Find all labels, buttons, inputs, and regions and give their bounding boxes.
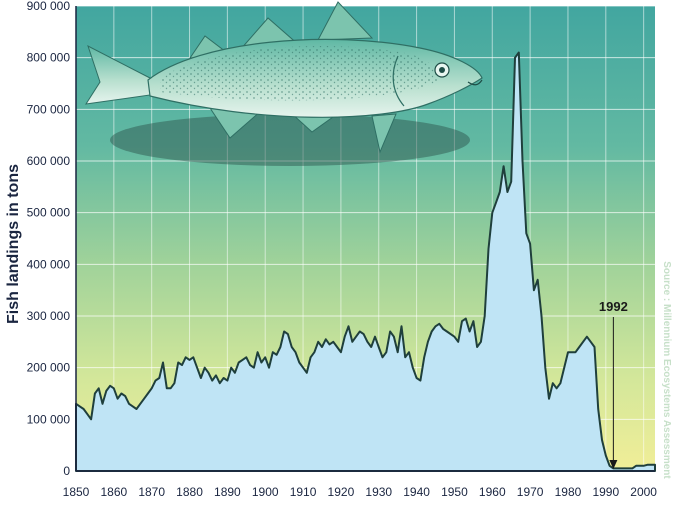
cod-fish-illustration xyxy=(84,1,483,166)
y-tick-label-4: 400 000 xyxy=(27,257,71,271)
x-tick-label-7: 1920 xyxy=(328,485,355,499)
y-tick-label-3: 300 000 xyxy=(27,309,71,323)
y-tick-label-7: 700 000 xyxy=(27,102,71,116)
x-tick-label-13: 1980 xyxy=(555,485,582,499)
x-tick-label-11: 1960 xyxy=(479,485,506,499)
y-tick-label-9: 900 000 xyxy=(27,0,71,13)
y-tick-label-1: 100 000 xyxy=(27,412,71,426)
y-axis-label: Fish landings in tons xyxy=(5,164,22,324)
x-tick-label-4: 1890 xyxy=(214,485,241,499)
y-tick-label-6: 600 000 xyxy=(27,154,71,168)
fish-gill xyxy=(392,55,405,107)
x-tick-label-12: 1970 xyxy=(517,485,544,499)
y-tick-label-0: 0 xyxy=(63,464,70,478)
x-tick-label-5: 1900 xyxy=(252,485,279,499)
fish-shadow xyxy=(110,114,470,166)
x-tick-label-6: 1910 xyxy=(290,485,317,499)
y-tick-labels: 0 100 000 200 000 300 000 400 000 500 000 600 … xyxy=(27,0,71,478)
x-tick-label-0: 1850 xyxy=(63,485,90,499)
x-tick-label-1: 1860 xyxy=(100,485,127,499)
y-tick-label-8: 800 000 xyxy=(27,51,71,65)
x-tick-labels: 1850 1860 1870 1880 1890 1900 1910 1920 1930 1940… xyxy=(63,485,658,499)
y-tick-label-5: 500 000 xyxy=(27,206,71,220)
fish-fin-6 xyxy=(371,113,397,154)
x-tick-label-10: 1950 xyxy=(441,485,468,499)
x-tick-label-14: 1990 xyxy=(592,485,619,499)
source-note: Source : Millennium Ecosystems Assessmen… xyxy=(661,261,672,479)
x-tick-label-3: 1880 xyxy=(176,485,203,499)
x-tick-label-8: 1930 xyxy=(365,485,392,499)
y-tick-label-2: 200 000 xyxy=(27,361,71,375)
landings-area xyxy=(75,51,656,472)
fish-fin-3 xyxy=(317,1,374,41)
fish-spots xyxy=(160,46,439,101)
fish-pupil xyxy=(439,67,445,73)
annotation-1992-label: 1992 xyxy=(599,299,628,314)
x-tick-label-2: 1870 xyxy=(138,485,165,499)
annotation-arrowhead xyxy=(609,460,618,469)
x-tick-label-15: 2000 xyxy=(630,485,657,499)
fish-mouth xyxy=(467,79,483,86)
x-tick-label-9: 1940 xyxy=(403,485,430,499)
